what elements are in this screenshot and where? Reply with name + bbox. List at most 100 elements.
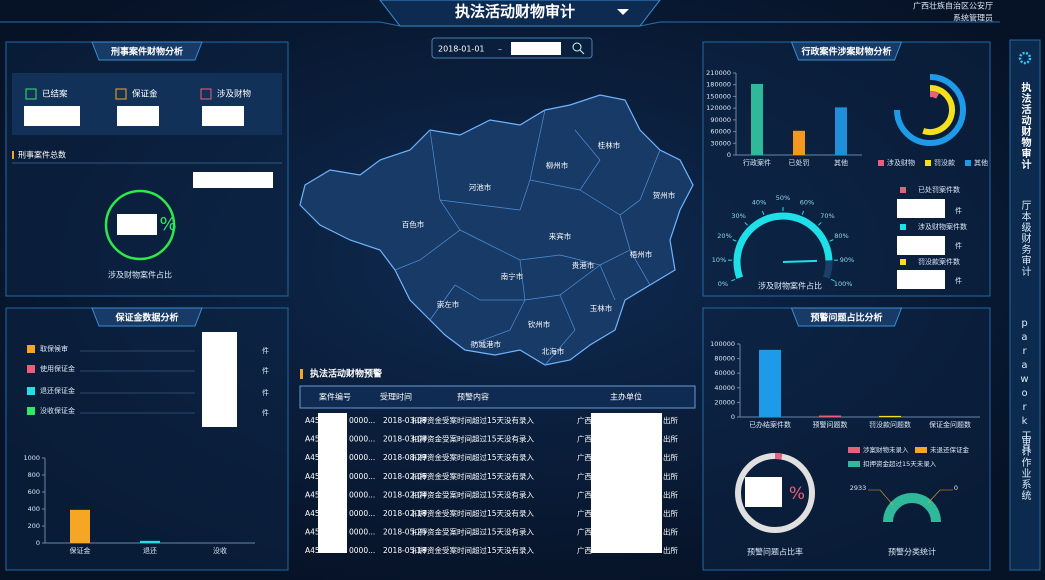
donut-segment [883,493,941,523]
search-icon[interactable] [572,42,582,52]
sidebar-item[interactable]: 执法活动财物审计 [1019,81,1032,170]
legend-swatch [900,187,906,193]
table-cell: A45 [305,435,320,444]
y-tick-label: 400 [28,505,40,513]
table-cell: 扣押资金受案时间超过15天没有录入 [412,527,535,537]
city-label: 防城港市 [471,339,501,349]
panel [702,307,991,571]
date-separator: – [498,45,502,54]
unit-label: 件 [955,206,962,215]
x-tick-label: 没收 [213,546,227,555]
table-cell: 0000... [349,453,375,462]
y-tick-label: 0 [36,539,40,547]
table-cell: 出所 [663,527,678,537]
table-cell: A45 [305,546,320,555]
table-cell: 广西 [577,434,592,444]
percent-sign: % [159,214,176,235]
bar [879,415,901,417]
y-tick-label: 80000 [714,355,735,363]
y-tick-label: 60000 [710,128,731,136]
table-header-cell: 预警内容 [457,392,489,402]
gauge-tick-label: 100% [834,280,853,288]
redacted [318,413,347,553]
x-tick-label: 已处罚 [789,158,810,167]
gauge-fill [733,212,833,279]
table-cell: 2018-02-18 [383,509,427,518]
sidebar-item[interactable]: 厅本级财务审计 [1019,200,1031,277]
gauge-tick-label: 0% [718,280,728,288]
table-cell: 0000... [349,472,375,481]
gauge-tick-label: 10% [712,256,726,264]
legend-label: 扣押资金超过15天未录入 [863,459,937,468]
table-cell: 广西 [577,489,592,499]
legend-label: 罚没款案件数 [918,257,960,266]
panel-title-tab [790,41,903,61]
leader-line [868,489,953,506]
panel-title: 刑事案件财物分析 [111,46,183,58]
city-label: 柳州市 [546,160,569,170]
redacted [193,172,273,188]
table-cell: 广西 [577,527,592,537]
legend-label: 已处罚案件数 [918,185,960,194]
y-tick-label: 100000 [710,340,735,348]
y-tick-label: 20000 [714,398,735,406]
section-marker [12,151,14,159]
table-cell: A45 [305,416,320,425]
gauge-tick-label: 30% [731,212,745,220]
table-cell: 2018-08-29 [383,453,427,462]
panel-title: 行政案件涉案财物分析 [800,46,891,58]
gauge-tick [732,239,737,242]
legend-label: 使用保证金 [40,364,75,373]
city-label: 崇左市 [437,299,460,309]
sidebar-item[interactable]: parawork工具 [1019,318,1031,456]
panel-title-tab [790,307,903,327]
gauge-tick-label: 80% [834,232,848,240]
sidebar-item[interactable]: 审计作业系统 [1019,434,1031,501]
bar [835,107,847,155]
search-icon [579,49,585,55]
page-title: 执法活动财物审计 [455,3,575,21]
y-tick-label: 40000 [714,384,735,392]
stat-label: 保证金 [132,89,158,100]
gauge-tick [744,222,748,226]
x-tick-label: 预警问题数 [813,420,848,429]
table-header-cell: 案件编号 [319,392,351,402]
table-cell: 0000... [349,416,375,425]
legend-swatch [900,224,906,230]
header-line [0,21,1000,27]
city-label: 桂林市 [598,140,621,150]
table-cell: 扣押资金受案时间超过15天没有录入 [412,508,535,518]
legend-swatch [27,365,35,373]
legend-swatch [915,447,927,453]
gauge-needle [782,259,818,263]
stat-icon [115,88,127,100]
x-tick-label: 罚没款问题数 [869,420,911,429]
gauge-tick [830,278,835,282]
dropdown-icon[interactable] [617,9,629,15]
city-label: 贵港市 [572,260,595,270]
settings-icon[interactable] [1018,51,1032,65]
redacted [202,106,244,126]
map-region [299,94,694,366]
map-borders [394,109,661,366]
redacted [591,413,662,553]
table-cell: 2018-05-25 [383,528,427,537]
stat-icon [200,88,212,100]
city-label: 玉林市 [590,303,613,313]
redacted [117,214,157,235]
bar [140,540,160,543]
redacted [897,270,945,289]
y-tick-label: 150000 [706,92,731,100]
y-tick-label: 600 [28,488,40,496]
panel-title-tab [91,41,203,61]
unit-label: 件 [262,366,269,375]
table-header-cell: 主办单位 [610,392,642,402]
city-label: 梧州市 [630,249,653,259]
radial-bar [894,74,966,146]
y-tick-label: 200 [28,522,40,530]
bar [759,349,781,417]
date-start: 2018-01-01 [438,45,485,54]
legend-swatch [878,160,884,166]
unit-label: 件 [262,408,269,417]
